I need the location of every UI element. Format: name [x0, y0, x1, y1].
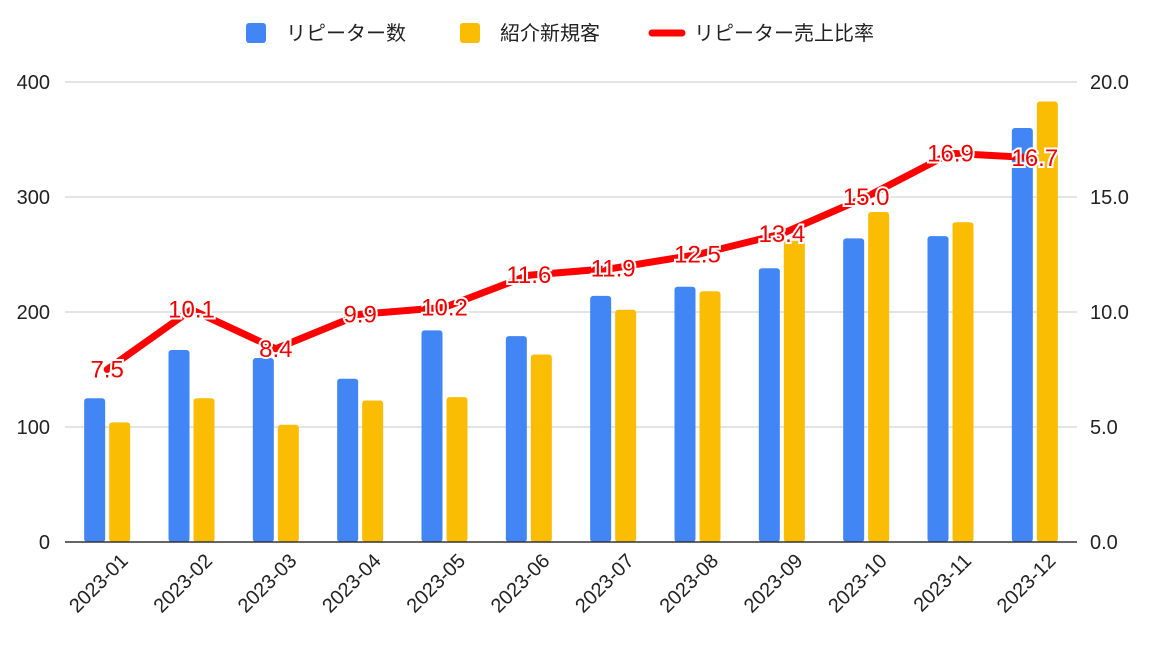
line-point — [357, 311, 364, 318]
gridlines — [65, 81, 1077, 428]
line-point — [694, 251, 701, 258]
x-tick-label: 2023-11 — [910, 550, 976, 616]
line-point — [525, 272, 532, 279]
bar — [868, 211, 890, 542]
data-label: 9.9 — [343, 301, 376, 328]
line-point — [441, 304, 448, 311]
bar — [783, 240, 805, 542]
y-left-tick-label: 200 — [17, 302, 50, 324]
data-label: 16.9 — [927, 140, 974, 167]
line-point — [1031, 154, 1038, 161]
data-label: 10.2 — [421, 294, 468, 321]
bar — [1036, 101, 1058, 543]
bar — [446, 397, 468, 542]
legend-label: 紹介新規客 — [500, 21, 600, 45]
bar — [1011, 128, 1033, 542]
bar — [337, 378, 359, 542]
data-label: 16.7 — [1011, 145, 1058, 172]
y-right-tick-label: 20.0 — [1090, 72, 1129, 94]
y-right-tick-label: 0.0 — [1090, 532, 1118, 554]
y-left-tick-label: 300 — [17, 187, 50, 209]
bars — [84, 101, 1058, 543]
bar — [193, 398, 215, 542]
data-label: 15.0 — [843, 184, 890, 211]
bar — [421, 330, 443, 542]
data-label: 8.4 — [259, 336, 292, 363]
bar — [699, 291, 721, 542]
data-label: 11.6 — [506, 262, 551, 289]
x-tick-label: 2023-03 — [234, 550, 301, 617]
ratio-line — [103, 149, 1039, 373]
x-tick-label: 2023-12 — [993, 550, 1060, 617]
data-labels: 7.5 10.1 8.4 9.9 10.2 11.6 11.9 12.5 13.4 15.0 16.… — [88, 138, 1060, 385]
x-tick-label: 2023-07 — [571, 550, 638, 617]
y-right-tick-label: 15.0 — [1090, 187, 1129, 209]
x-tick-label: 2023-01 — [65, 550, 132, 617]
y-left-tick-label: 0 — [39, 532, 50, 554]
legend-swatch — [460, 23, 480, 43]
x-tick-label: 2023-05 — [403, 550, 470, 617]
line-point — [272, 345, 279, 352]
bar — [674, 286, 696, 542]
bar — [952, 222, 974, 543]
data-label: 7.5 — [90, 357, 123, 384]
x-tick-label: 2023-09 — [740, 550, 807, 617]
line-point — [188, 306, 195, 313]
legend-label: リピーター数 — [286, 21, 406, 45]
x-tick-label: 2023-10 — [824, 550, 891, 617]
bar — [84, 398, 106, 542]
data-label: 12.5 — [674, 242, 721, 269]
bar — [758, 268, 780, 542]
x-tick-label: 2023-08 — [656, 550, 723, 617]
x-tick-label: 2023-02 — [150, 550, 217, 617]
legend-label: リピーター売上比率 — [694, 21, 874, 45]
bar — [252, 358, 274, 542]
line-point — [778, 230, 785, 237]
line-point — [610, 265, 617, 272]
legend-swatch — [246, 23, 266, 43]
bar — [530, 354, 552, 542]
bar — [277, 424, 299, 542]
bar — [362, 400, 384, 542]
bar — [615, 309, 637, 542]
line-point — [863, 194, 870, 200]
data-label: 11.9 — [591, 255, 636, 282]
data-label: 10.1 — [168, 297, 215, 324]
bar — [109, 422, 131, 542]
bar — [590, 295, 612, 542]
y-right-tick-label: 10.0 — [1090, 302, 1129, 324]
x-tick-label: 2023-04 — [318, 550, 385, 617]
ratio-line-path — [103, 149, 1039, 373]
line-point — [104, 366, 111, 373]
bar — [168, 349, 190, 542]
bar — [843, 238, 865, 542]
y-left-tick-label: 400 — [17, 72, 50, 94]
x-tick-label: 2023-06 — [487, 550, 554, 617]
y-right-tick-label: 5.0 — [1090, 417, 1118, 439]
bar — [927, 236, 949, 542]
bar — [505, 336, 527, 542]
line-point — [947, 150, 954, 157]
legend: リピーター数 紹介新規客 リピーター売上比率 — [246, 21, 874, 45]
data-label: 13.4 — [758, 221, 805, 248]
y-left-tick-label: 100 — [17, 417, 50, 439]
